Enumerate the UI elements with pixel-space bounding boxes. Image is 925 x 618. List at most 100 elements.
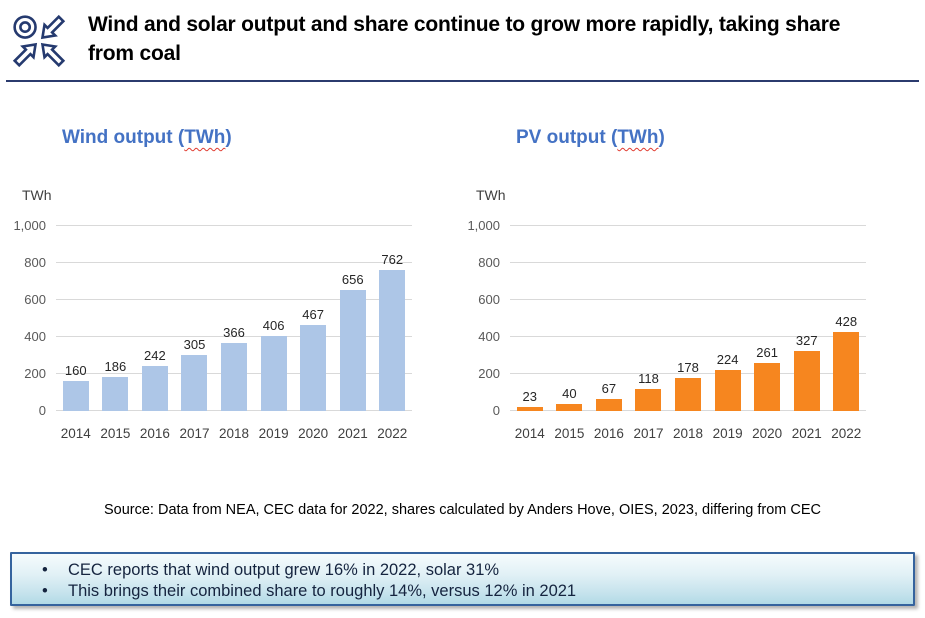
slide-title: Wind and solar output and share continue…: [88, 13, 841, 65]
y-tick-label: 800: [24, 255, 46, 270]
x-tick-label: 2018: [219, 426, 250, 441]
bar-value-label: 467: [302, 306, 325, 322]
pv-chart-title: PV output (TWh): [516, 127, 665, 149]
pv-chart-title-unit: TWh: [617, 127, 659, 148]
bar: [300, 324, 327, 411]
bar: [62, 381, 89, 411]
wind-output-chart: Wind output (TWh) TWh 160 186 242 305 366 406…: [12, 125, 424, 455]
callout-bullet: This brings their combined share to roug…: [40, 581, 913, 602]
bar: [556, 403, 583, 411]
bar-column: 224: [708, 226, 748, 411]
bar-column: 242: [135, 226, 175, 411]
bar-value-label: 67: [601, 380, 617, 396]
bars-group: 23 40 67 118 178 224 261 327 428: [510, 226, 866, 411]
gridline: [56, 262, 412, 263]
y-tick-label: 400: [24, 329, 46, 344]
bar: [635, 389, 662, 411]
wind-chart-title: Wind output (TWh): [62, 127, 232, 149]
pv-x-axis-labels: 2014 2015 2016 2017 2018 2019 2020 2021 2022: [510, 426, 866, 441]
x-tick-label: 2021: [337, 426, 368, 441]
bar-column: 762: [373, 226, 413, 411]
bar: [754, 362, 781, 411]
gridline: [510, 225, 866, 226]
callout-list: CEC reports that wind output grew 16% in…: [12, 560, 913, 602]
y-tick-label: 200: [478, 366, 500, 381]
bar: [379, 270, 406, 411]
y-tick-label: 600: [24, 292, 46, 307]
callout-bullet: CEC reports that wind output grew 16% in…: [40, 560, 913, 581]
logo-arrow-sw: [40, 14, 66, 40]
logo-circle: [13, 15, 37, 39]
header-divider: [6, 80, 919, 82]
x-tick-label: 2018: [673, 426, 704, 441]
bar: [339, 289, 366, 411]
wind-x-axis-labels: 2014 2015 2016 2017 2018 2019 2020 2021 2022: [56, 426, 412, 441]
bar-column: 160: [56, 226, 96, 411]
logo-arrow-nw: [40, 42, 66, 68]
bar-column: 428: [827, 226, 867, 411]
bar-value-label: 762: [381, 252, 404, 268]
bar-value-label: 261: [756, 344, 779, 360]
bar-value-label: 327: [795, 332, 818, 348]
bar-column: 467: [293, 226, 333, 411]
x-tick-label: 2021: [791, 426, 822, 441]
logo-circle-inner: [19, 21, 32, 34]
bar: [181, 354, 208, 411]
bar-value-label: 178: [677, 360, 699, 376]
y-tick-label: 0: [492, 403, 500, 418]
bar-value-label: 366: [223, 325, 245, 341]
bar: [595, 398, 622, 411]
bar-column: 406: [254, 226, 294, 411]
bar: [833, 331, 860, 411]
bar-value-label: 656: [341, 271, 364, 287]
bar-value-label: 224: [716, 351, 739, 367]
bar-value-label: 428: [835, 313, 858, 329]
bar: [221, 343, 248, 411]
x-tick-label: 2022: [831, 426, 862, 441]
bar-value-label: 23: [522, 388, 538, 404]
gridline: [510, 373, 866, 374]
bar-column: 327: [787, 226, 827, 411]
x-tick-label: 2019: [258, 426, 289, 441]
wind-chart-title-unit: TWh: [184, 127, 226, 148]
y-tick-label: 600: [478, 292, 500, 307]
x-tick-label: 2015: [554, 426, 585, 441]
bars-group: 160 186 242 305 366 406 467 656 762: [56, 226, 412, 411]
bar-column: 656: [333, 226, 373, 411]
bar: [260, 335, 287, 411]
wind-y-axis-title: TWh: [22, 187, 52, 203]
bar-value-label: 40: [562, 385, 577, 401]
pv-y-axis-title: TWh: [476, 187, 506, 203]
bar-value-label: 186: [104, 358, 127, 374]
logo-arrow-ne: [12, 42, 38, 68]
wind-plot-area: 160 186 242 305 366 406 467 656 762: [56, 225, 412, 411]
y-tick-label: 800: [478, 255, 500, 270]
gridline: [56, 225, 412, 226]
y-tick-label: 1,000: [13, 218, 46, 233]
pv-output-chart: PV output (TWh) TWh 23 40 67 118 178 224 261 32…: [466, 125, 878, 455]
wind-chart-title-suffix: ): [225, 127, 232, 148]
y-tick-label: 0: [38, 403, 46, 418]
bar: [516, 406, 543, 411]
x-tick-label: 2014: [514, 426, 545, 441]
source-note: Source: Data from NEA, CEC data for 2022…: [103, 502, 822, 518]
y-tick-label: 200: [24, 366, 46, 381]
bar-column: 67: [589, 226, 629, 411]
bar-column: 23: [510, 226, 550, 411]
gridline: [510, 299, 866, 300]
gridline: [56, 336, 412, 337]
bar-value-label: 406: [262, 317, 285, 333]
callout-box: CEC reports that wind output grew 16% in…: [10, 552, 915, 606]
slide-header: Wind and solar output and share continue…: [10, 8, 915, 70]
oies-logo-icon: [12, 14, 66, 68]
gridline: [510, 262, 866, 263]
bar-column: 366: [214, 226, 254, 411]
pv-chart-title-prefix: PV output (: [516, 127, 618, 148]
wind-chart-title-prefix: Wind output (: [62, 127, 185, 148]
gridline: [56, 299, 412, 300]
y-tick-label: 1,000: [467, 218, 500, 233]
gridline: [510, 336, 866, 337]
x-tick-label: 2020: [298, 426, 329, 441]
x-tick-label: 2020: [752, 426, 783, 441]
x-tick-label: 2017: [179, 426, 210, 441]
